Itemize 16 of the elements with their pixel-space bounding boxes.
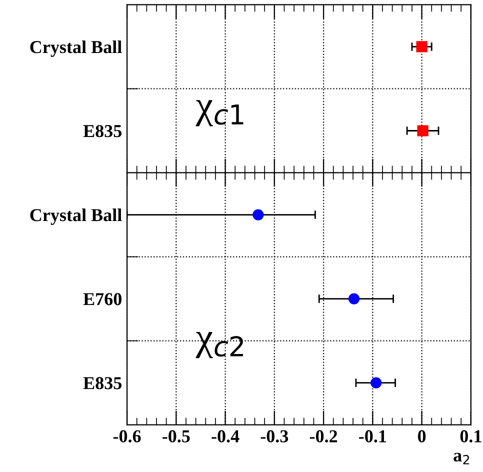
y-tick-label: Crystal Ball <box>30 40 122 57</box>
y-tick-label: E760 <box>83 293 122 306</box>
x-tick-label: -0.6 <box>113 430 141 442</box>
x-tick-label: -0.1 <box>359 430 386 442</box>
x-tick-label: 0 <box>418 430 426 442</box>
annotation: χ$_{c2}$ <box>196 332 243 358</box>
y-tick-label: E835 <box>83 125 122 138</box>
x-tick-label: -0.3 <box>260 430 288 442</box>
x-tick-label: -0.4 <box>212 430 240 442</box>
x-axis-title: a$_{2}$ <box>454 452 470 464</box>
x-tick-label: -0.5 <box>162 430 190 442</box>
annotation: χ$_{c1}$ <box>196 100 244 126</box>
x-tick-label: -0.2 <box>310 430 338 442</box>
y-tick-label: E835 <box>83 377 122 390</box>
y-tick-label: Crystal Ball <box>30 208 122 225</box>
x-tick-label: 0.1 <box>460 430 482 442</box>
